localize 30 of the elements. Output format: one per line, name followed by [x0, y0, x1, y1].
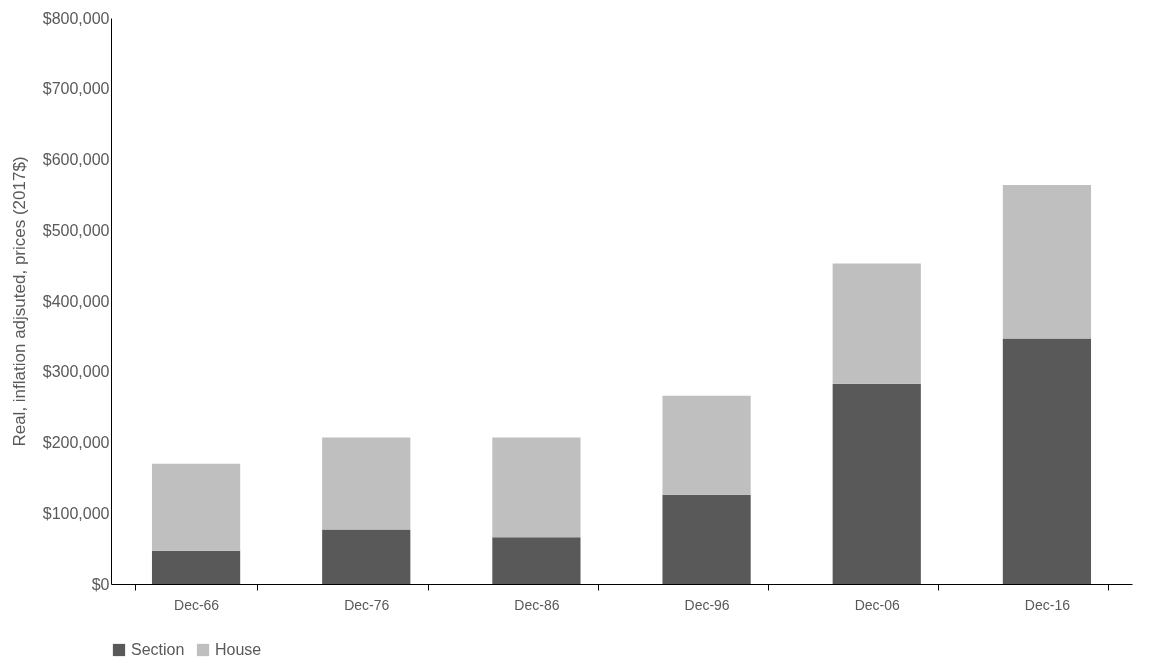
y-tick-label: $600,000	[42, 151, 110, 168]
y-axis-title: Real, inflation adjsuted, prices (2017$)	[9, 156, 29, 447]
bar	[832, 263, 921, 384]
bar	[1002, 184, 1092, 339]
bar	[492, 537, 581, 584]
x-tick-label: Dec-16	[1024, 596, 1071, 613]
x-tick-label: Dec-86	[514, 596, 560, 613]
y-tick-label: $100,000	[42, 504, 110, 522]
x-tick-label: Dec-96	[684, 596, 730, 613]
y-tick-label: $0	[91, 575, 110, 593]
bar	[322, 437, 411, 530]
y-tick-label: $800,000	[42, 9, 110, 27]
bar	[662, 395, 751, 495]
bar	[151, 463, 241, 551]
y-tick-label: $300,000	[42, 363, 110, 381]
bar	[1002, 338, 1092, 584]
y-tick-label: $200,000	[42, 434, 110, 451]
x-tick-label: Dec-76	[344, 596, 390, 613]
x-tick-label: Dec-66	[174, 596, 220, 613]
y-tick-label: $400,000	[42, 292, 110, 310]
legend-label: House	[215, 641, 262, 658]
legend-label: Section	[131, 641, 185, 658]
bar	[662, 494, 751, 584]
y-tick-label: $500,000	[42, 221, 110, 239]
bar	[322, 529, 411, 584]
bar	[832, 383, 921, 584]
bar	[492, 437, 581, 538]
x-tick-label: Dec-06	[854, 596, 901, 613]
y-tick-label: $700,000	[42, 80, 110, 98]
bar	[151, 550, 241, 584]
